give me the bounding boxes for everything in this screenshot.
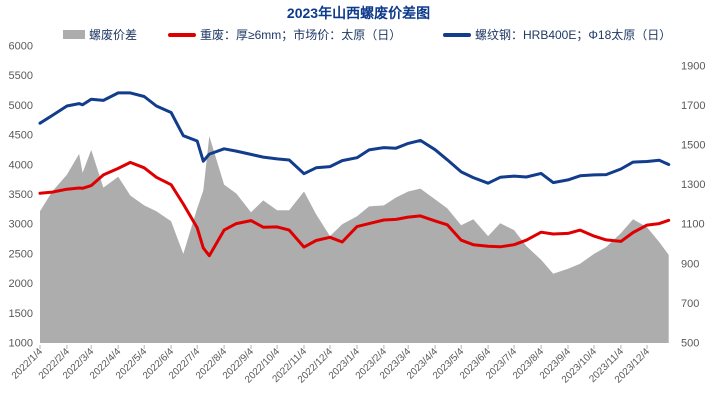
rebar-line-series (38, 91, 671, 185)
scrap-line-swatch-icon (168, 32, 196, 37)
y-right-tick-label: 900 (681, 258, 699, 270)
y-right-tick-label: 1300 (681, 179, 705, 191)
spread-area-swatch-icon (63, 30, 85, 39)
y-left-tick-label: 3500 (9, 189, 33, 201)
legend-label-scrap: 重废：厚≥6mm；市场价：太原（日） (200, 28, 402, 42)
y-right-tick-label: 700 (681, 298, 699, 310)
y-left-tick-label: 1000 (9, 338, 33, 350)
legend-item-rebar: 螺纹钢：HRB400E；Φ18太原（日） (443, 27, 671, 42)
y-right-tick-label: 1500 (681, 140, 705, 152)
y-right-tick-label: 1900 (681, 60, 705, 72)
y-right-tick-label: 1700 (681, 100, 705, 112)
spread-area-series (40, 136, 669, 343)
y-left-tick-label: 4000 (9, 159, 33, 171)
y-right-tick-label: 1100 (681, 219, 705, 231)
rebar-line-swatch-icon (443, 32, 471, 37)
chart-legend: 螺废价差 重废：厚≥6mm；市场价：太原（日） 螺纹钢：HRB400E；Φ18太… (0, 27, 717, 42)
y-left-tick-label: 6000 (9, 41, 33, 53)
chart-title: 2023年山西螺废价差图 (286, 5, 431, 21)
legend-label-rebar: 螺纹钢：HRB400E；Φ18太原（日） (475, 28, 672, 42)
legend-item-scrap: 重废：厚≥6mm；市场价：太原（日） (168, 27, 401, 42)
legend-label-spread: 螺废价差 (89, 28, 138, 42)
y-left-tick-label: 2500 (9, 248, 33, 260)
legend-item-spread: 螺废价差 (63, 27, 137, 42)
scrap-line-series (38, 160, 671, 258)
y-left-tick-label: 2000 (9, 278, 33, 290)
y-left-tick-label: 4500 (9, 130, 33, 142)
y-right-tick-label: 500 (681, 338, 699, 350)
y-left-tick-label: 1500 (9, 308, 33, 320)
y-left-tick-label: 5500 (9, 70, 33, 82)
y-left-tick-label: 5000 (9, 100, 33, 112)
y-left-tick-label: 3000 (9, 219, 33, 231)
